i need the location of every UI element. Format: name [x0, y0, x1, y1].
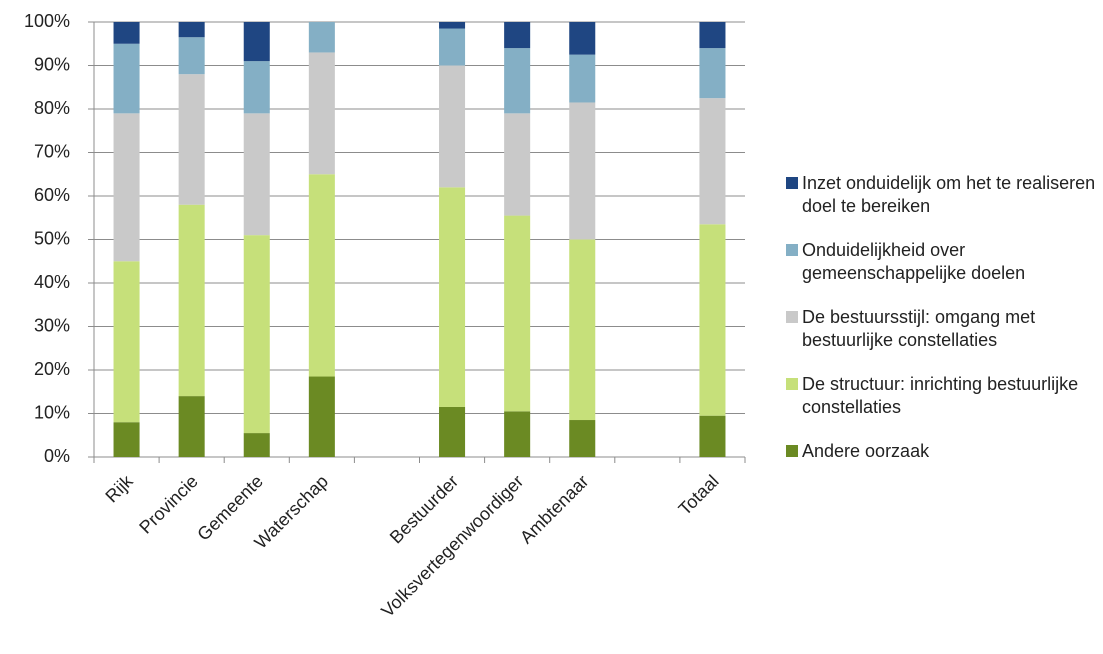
- y-tick-label: 50%: [34, 228, 70, 248]
- bar-segment: [243, 22, 270, 62]
- y-tick-label: 100%: [24, 11, 70, 31]
- bar-segment: [504, 48, 531, 114]
- bar-segment: [569, 102, 596, 240]
- bar-segment: [439, 187, 466, 407]
- legend-swatch: [786, 177, 798, 189]
- bar-segment: [113, 422, 140, 457]
- legend-label: De structuur: inrichting bestuurlijke co…: [802, 374, 1079, 417]
- bar-segment: [569, 22, 596, 55]
- bar-segment: [113, 261, 140, 423]
- legend-label: De bestuursstijl: omgang met bestuurlijk…: [802, 307, 1036, 350]
- bar-segment: [113, 113, 140, 262]
- bar-segment: [439, 28, 466, 66]
- bar-segment: [308, 52, 335, 175]
- bar-segment: [308, 174, 335, 377]
- bar-segment: [178, 22, 205, 38]
- legend-item: Onduidelijkheid over gemeenschappelijke …: [786, 239, 1098, 285]
- bar-segment: [308, 22, 335, 53]
- legend-label: Andere oorzaak: [802, 441, 930, 461]
- bar-segment: [439, 22, 466, 29]
- legend-swatch: [786, 311, 798, 323]
- y-tick-label: 0%: [44, 446, 70, 466]
- x-tick-label: Rijk: [101, 470, 137, 506]
- bar-segment: [113, 22, 140, 44]
- bar-segment: [504, 22, 531, 49]
- bar-segment: [178, 204, 205, 397]
- legend-item: Inzet onduidelijk om het te realiseren d…: [786, 172, 1098, 218]
- y-tick-label: 60%: [34, 185, 70, 205]
- bar-segment: [178, 74, 205, 205]
- y-tick-label: 40%: [34, 272, 70, 292]
- bar-segment: [569, 420, 596, 457]
- bar-segment: [699, 22, 726, 49]
- bar-segment: [699, 48, 726, 99]
- x-tick-label: Provincie: [135, 471, 201, 537]
- bar-segment: [243, 235, 270, 434]
- x-tick-label: Totaal: [675, 471, 723, 519]
- x-tick-label: Ambtenaar: [516, 471, 592, 547]
- bar-segment: [113, 43, 140, 114]
- y-tick-label: 30%: [34, 315, 70, 335]
- y-tick-label: 10%: [34, 402, 70, 422]
- y-tick-label: 80%: [34, 98, 70, 118]
- legend-swatch: [786, 445, 798, 457]
- legend-label: Onduidelijkheid over gemeenschappelijke …: [802, 240, 1026, 283]
- y-tick-label: 70%: [34, 141, 70, 161]
- y-tick-label: 20%: [34, 359, 70, 379]
- bar-segment: [699, 415, 726, 457]
- bar-segment: [308, 376, 335, 457]
- legend-item: De bestuursstijl: omgang met bestuurlijk…: [786, 306, 1098, 352]
- bar-segment: [699, 224, 726, 416]
- bar-segment: [699, 98, 726, 225]
- bar-segment: [243, 61, 270, 114]
- legend: Inzet onduidelijk om het te realiseren d…: [786, 172, 1098, 463]
- bar-segment: [569, 239, 596, 421]
- bar-segment: [178, 396, 205, 457]
- bar-segment: [569, 54, 596, 103]
- bar-segment: [243, 433, 270, 457]
- bar-segment: [243, 113, 270, 236]
- bar-segment: [439, 406, 466, 457]
- bar-segment: [504, 411, 531, 457]
- bar-segment: [439, 65, 466, 188]
- bar-segment: [178, 37, 205, 75]
- bar-segment: [504, 215, 531, 412]
- legend-label: Inzet onduidelijk om het te realiseren d…: [802, 173, 1096, 216]
- legend-swatch: [786, 378, 798, 390]
- legend-item: De structuur: inrichting bestuurlijke co…: [786, 373, 1098, 419]
- bar-segment: [504, 113, 531, 216]
- legend-swatch: [786, 244, 798, 256]
- legend-item: Andere oorzaak: [786, 440, 1098, 463]
- y-tick-label: 90%: [34, 54, 70, 74]
